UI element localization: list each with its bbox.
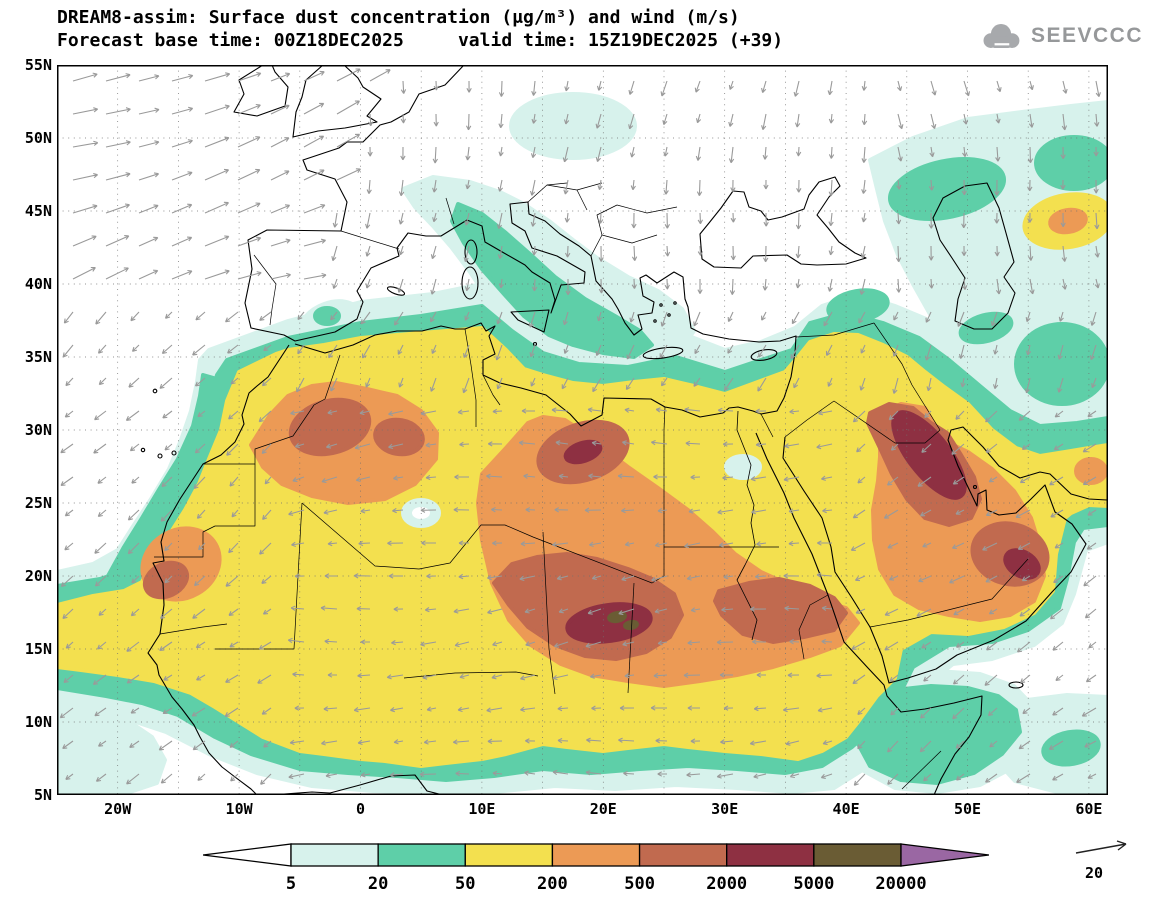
dust-concentration-fills [55,92,1114,796]
colorbar-bin [726,843,815,867]
colorbar: 5 20 50 200 500 2000 5000 20000 [202,840,990,896]
colorbar-bin [638,843,728,867]
lon-tick-label: 20W [104,800,132,818]
lat-tick-label: 20N [24,567,52,585]
colorbar-tick-label: 200 [537,874,568,894]
cloud-icon [983,24,1020,48]
lon-tick-label: 30E [711,800,739,818]
colorbar-bin [290,843,379,867]
lon-tick-label: 40E [832,800,860,818]
wind-reference-label: 20 [1085,864,1103,882]
lon-tick-label: 0 [355,800,366,818]
lat-tick-label: 50N [24,129,52,147]
colorbar-below-min-arrow [202,843,292,867]
colorbar-bin [813,843,902,867]
lat-tick-label: 40N [24,275,52,293]
logo: SEEVCCC [978,22,1143,50]
lat-tick-label: 10N [24,713,52,731]
colorbar-tick-label: 20 [368,874,388,894]
colorbar-tick-label: 500 [624,874,655,894]
colorbar-tick-label: 20000 [875,874,926,894]
lon-tick-label: 10E [468,800,496,818]
wind-reference-arrow-icon [1075,840,1127,854]
map-frame [55,64,1114,796]
map-border [57,65,1108,795]
colorbar-tick-label: 50 [455,874,475,894]
wind-vectors [59,68,1101,786]
lat-tick-label: 15N [24,640,52,658]
lon-tick-label: 10W [225,800,253,818]
colorbar-bin [551,843,641,867]
logo-text: SEEVCCC [1030,24,1143,47]
plot-subtitle: Forecast base time: 00Z18DEC2025 valid t… [57,30,784,51]
colorbar-above-max-arrow [900,843,990,867]
lat-tick-label: 45N [24,202,52,220]
map-canvas [55,64,1114,796]
lat-tick-label: 5N [33,786,52,804]
lat-tick-label: 25N [24,494,52,512]
wind-reference: 20 [1072,836,1142,886]
lon-tick-label: 60E [1075,800,1103,818]
colorbar-tick-label: 5 [286,874,296,894]
lat-tick-label: 55N [24,56,52,74]
colorbar-bin [377,843,466,867]
country-borders [154,182,1029,790]
lon-tick-label: 50E [953,800,982,818]
lat-tick-label: 30N [24,421,52,439]
colorbar-tick-label: 5000 [793,874,834,894]
lat-tick-label: 35N [24,348,52,366]
lon-tick-label: 20E [589,800,617,818]
colorbar-bin [464,843,554,867]
plot-title: DREAM8-assim: Surface dust concentration… [57,7,740,28]
colorbar-tick-label: 2000 [706,874,747,894]
